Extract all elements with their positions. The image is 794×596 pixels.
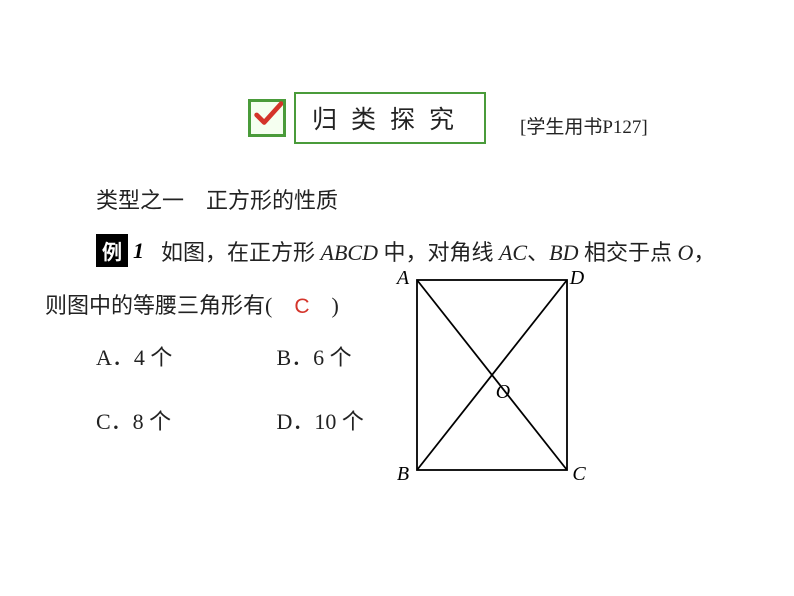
- math-o: O: [677, 240, 693, 265]
- option-c: C．8 个: [96, 404, 271, 436]
- option-d: D．10 个: [277, 409, 364, 434]
- option-b: B．6 个: [277, 345, 352, 370]
- separator: 、: [527, 240, 549, 265]
- label-d: D: [569, 267, 585, 289]
- label-a: A: [395, 267, 410, 289]
- example-badge: 例: [96, 234, 128, 267]
- example-text-part3: 相交于点: [578, 240, 677, 265]
- label-c: C: [572, 463, 586, 485]
- example-text-part4: ，: [693, 240, 715, 265]
- section-title: 归类探究: [294, 92, 486, 144]
- checkmark-icon: [251, 97, 283, 131]
- label-o: O: [496, 381, 510, 403]
- header-row: 归类探究: [248, 92, 486, 144]
- continuation-closing: ): [310, 293, 339, 318]
- option-a: A．4 个: [96, 340, 271, 372]
- type-heading: 类型之一 正方形的性质: [96, 183, 338, 215]
- math-ac: AC: [499, 240, 527, 265]
- example-number: 1: [130, 238, 147, 264]
- subtitle: [学生用书P127]: [520, 112, 648, 139]
- math-abcd: ABCD: [321, 240, 378, 265]
- continuation-line: 则图中的等腰三角形有( C ): [45, 288, 339, 320]
- continuation-text: 则图中的等腰三角形有(: [45, 293, 294, 318]
- option-row-1: A．4 个 B．6 个: [96, 340, 364, 372]
- checkbox-icon: [248, 99, 286, 137]
- label-b: B: [397, 463, 409, 485]
- example-text-part1: 如图，在正方形: [161, 240, 321, 265]
- example-text-part2: 中，对角线: [378, 240, 499, 265]
- options-block: A．4 个 B．6 个 C．8 个 D．10 个: [96, 340, 364, 468]
- square-diagram: A D B C O: [375, 262, 609, 496]
- math-bd: BD: [549, 240, 578, 265]
- option-row-2: C．8 个 D．10 个: [96, 404, 364, 436]
- answer-letter: C: [294, 295, 309, 318]
